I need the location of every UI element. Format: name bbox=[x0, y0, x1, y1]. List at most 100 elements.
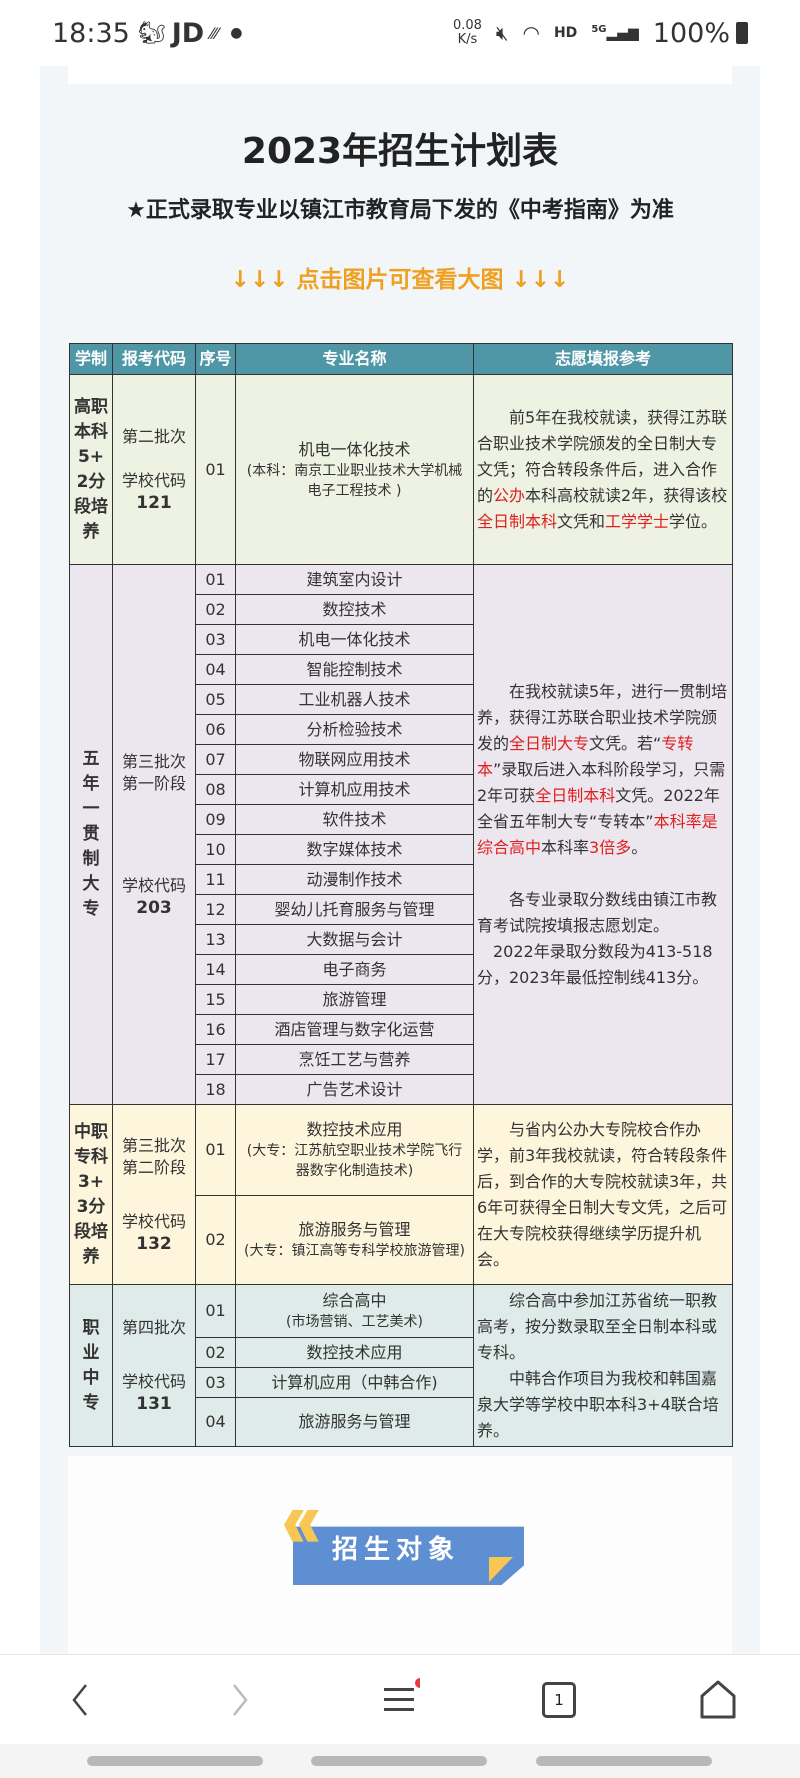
major-number: 08 bbox=[195, 774, 236, 805]
major-number: 11 bbox=[195, 864, 236, 895]
major-name-cell: 物联网应用技术 bbox=[235, 744, 474, 775]
major-name-cell: 电子商务 bbox=[235, 954, 474, 985]
major-name-cell: 软件技术 bbox=[235, 804, 474, 835]
table-row: 中职专科3+3分段培养 第三批次第二阶段 学校代码 132 01 数控技术应用 (大专：江苏… bbox=[69, 1104, 733, 1285]
major-name-cell: 数控技术 bbox=[235, 594, 474, 625]
major-name-cell: 大数据与会计 bbox=[235, 924, 474, 955]
major-number: 04 bbox=[195, 654, 236, 685]
category-cell: 五年一贯制大专 bbox=[69, 564, 113, 1105]
major-number: 03 bbox=[195, 624, 236, 655]
major-number: 07 bbox=[195, 744, 236, 775]
wifi-icon: ◠ bbox=[522, 21, 540, 45]
major-number: 01 bbox=[195, 1104, 236, 1196]
header-cell: 志愿填报参考 bbox=[473, 343, 733, 375]
signal-icon: 5G▂▄▆ bbox=[591, 24, 639, 42]
notification-dot bbox=[415, 1678, 420, 1688]
major-name-cell: 烹饪工艺与营养 bbox=[235, 1044, 474, 1075]
category-cell: 职业中专 bbox=[69, 1284, 113, 1447]
major-name-cell: 计算机应用技术 bbox=[235, 774, 474, 805]
major-name-cell: 计算机应用（中韩合作) bbox=[235, 1367, 474, 1398]
code-cell: 第二批次 学校代码 121 bbox=[112, 374, 196, 565]
header-cell: 学制 bbox=[69, 343, 113, 375]
code-cell: 第三批次第二阶段 学校代码 132 bbox=[112, 1104, 196, 1285]
enlarge-hint-link[interactable]: ↓↓↓ 点击图片可查看大图 ↓↓↓ bbox=[230, 267, 570, 293]
major-name-cell: 建筑室内设计 bbox=[235, 564, 474, 595]
gesture-handle[interactable] bbox=[87, 1756, 263, 1766]
tabs-icon: 1 bbox=[542, 1682, 576, 1718]
hd-label: HD bbox=[553, 25, 578, 41]
category-cell: 高职本科5+2分段培养 bbox=[69, 374, 113, 565]
reference-cell: 综合高中参加江苏省统一职教高考，按分数录取至全日制本科或专科。 中韩合作项目为我校… bbox=[473, 1284, 733, 1447]
back-icon bbox=[72, 1684, 87, 1716]
reference-cell: 前5年在我校就读，获得江苏联合职业技术学院颁发的全日制大专文凭；符合转段条件后，… bbox=[473, 374, 733, 565]
gesture-handle[interactable] bbox=[311, 1756, 487, 1766]
major-number: 10 bbox=[195, 834, 236, 865]
battery-icon bbox=[736, 22, 748, 44]
squirrel-icon: 🐿 bbox=[137, 20, 166, 46]
major-number: 04 bbox=[195, 1397, 236, 1447]
major-number: 05 bbox=[195, 684, 236, 715]
dot-icon: ● bbox=[230, 25, 243, 41]
major-name-cell: 智能控制技术 bbox=[235, 654, 474, 685]
major-number: 06 bbox=[195, 714, 236, 745]
major-number: 03 bbox=[195, 1367, 236, 1398]
category-cell: 中职专科3+3分段培养 bbox=[69, 1104, 113, 1285]
header-cell: 报考代码 bbox=[112, 343, 196, 375]
major-number: 02 bbox=[195, 594, 236, 625]
code-cell: 第四批次 学校代码 131 bbox=[112, 1284, 196, 1447]
page-title: 2023年招生计划表 bbox=[241, 131, 559, 172]
major-name-cell: 机电一体化技术 bbox=[235, 624, 474, 655]
major-name-cell: 综合高中 (市场营销、工艺美术) bbox=[235, 1284, 474, 1338]
major-number: 15 bbox=[195, 984, 236, 1015]
major-number: 01 bbox=[195, 564, 236, 595]
code-cell: 第三批次第一阶段 学校代码 203 bbox=[112, 564, 196, 1105]
major-number: 18 bbox=[195, 1074, 236, 1105]
major-name-cell: 工业机器人技术 bbox=[235, 684, 474, 715]
major-name-cell: 婴幼儿托育服务与管理 bbox=[235, 894, 474, 925]
major-name-cell: 机电一体化技术 (本科：南京工业职业技术大学机械电子工程技术 ) bbox=[235, 374, 474, 565]
content-card bbox=[68, 66, 732, 84]
clock: 18:35 bbox=[52, 17, 130, 49]
status-bar: 18:35 🐿 JD ⁄⁄⁄ ● 0.08 K/s 🔇︎ ◠ HD 5G▂▄▆ 1… bbox=[0, 0, 800, 66]
battery-level: 100% bbox=[652, 17, 730, 49]
major-name-cell: 分析检验技术 bbox=[235, 714, 474, 745]
major-number: 13 bbox=[195, 924, 236, 955]
table-row: 五年一贯制大专 第三批次第一阶段 学校代码 203 01 建筑室内设计 在我校就读5年，进行… bbox=[69, 564, 733, 1105]
enrollment-plan-table[interactable]: 学制 报考代码 序号 专业名称 志愿填报参考 高职本科5+2分段培养 第二批次 学校… bbox=[69, 343, 733, 1447]
page-subtitle: ★正式录取专业以镇江市教育局下发的《中考指南》为准 bbox=[126, 198, 674, 223]
major-number: 02 bbox=[195, 1337, 236, 1368]
section-banner: 招生对象 bbox=[284, 1510, 524, 1585]
major-number: 02 bbox=[195, 1195, 236, 1285]
reference-cell: 在我校就读5年，进行一贯制培养，获得江苏联合职业技术学院颁发的全日制大专文凭。若… bbox=[473, 564, 733, 1105]
back-button[interactable] bbox=[60, 1680, 100, 1720]
gesture-bar bbox=[0, 1744, 800, 1778]
major-number: 09 bbox=[195, 804, 236, 835]
section-banner-title: 招生对象 bbox=[332, 1534, 460, 1565]
browser-bottom-nav: 1 bbox=[0, 1654, 800, 1744]
forward-button[interactable] bbox=[220, 1680, 260, 1720]
major-number: 17 bbox=[195, 1044, 236, 1075]
home-icon bbox=[700, 1680, 736, 1719]
major-name-cell: 旅游服务与管理 (大专：镇江高等专科学校旅游管理) bbox=[235, 1195, 474, 1285]
major-number: 14 bbox=[195, 954, 236, 985]
weather-icon: ⁄⁄⁄ bbox=[210, 23, 219, 43]
mute-icon: 🔇︎ bbox=[495, 21, 509, 45]
header-cell: 序号 bbox=[195, 343, 236, 375]
gesture-handle[interactable] bbox=[536, 1756, 712, 1766]
major-number: 12 bbox=[195, 894, 236, 925]
forward-icon bbox=[233, 1684, 248, 1716]
major-name-cell: 数字媒体技术 bbox=[235, 834, 474, 865]
major-name-cell: 酒店管理与数字化运营 bbox=[235, 1014, 474, 1045]
major-name-cell: 数控技术应用 (大专：江苏航空职业技术学院飞行器数字化制造技术) bbox=[235, 1104, 474, 1196]
major-name-cell: 动漫制作技术 bbox=[235, 864, 474, 895]
table-row: 高职本科5+2分段培养 第二批次 学校代码 121 01 机电一体化技术 (本科：南京工业职… bbox=[69, 374, 733, 565]
major-name-cell: 旅游服务与管理 bbox=[235, 1397, 474, 1447]
header-cell: 专业名称 bbox=[235, 343, 474, 375]
table-header: 学制 报考代码 序号 专业名称 志愿填报参考 bbox=[69, 343, 733, 375]
menu-button[interactable] bbox=[380, 1678, 420, 1720]
menu-icon bbox=[384, 1678, 420, 1711]
major-name-cell: 数控技术应用 bbox=[235, 1337, 474, 1368]
tabs-button[interactable]: 1 bbox=[539, 1680, 579, 1720]
major-number: 01 bbox=[195, 1284, 236, 1338]
home-button[interactable] bbox=[698, 1680, 738, 1720]
